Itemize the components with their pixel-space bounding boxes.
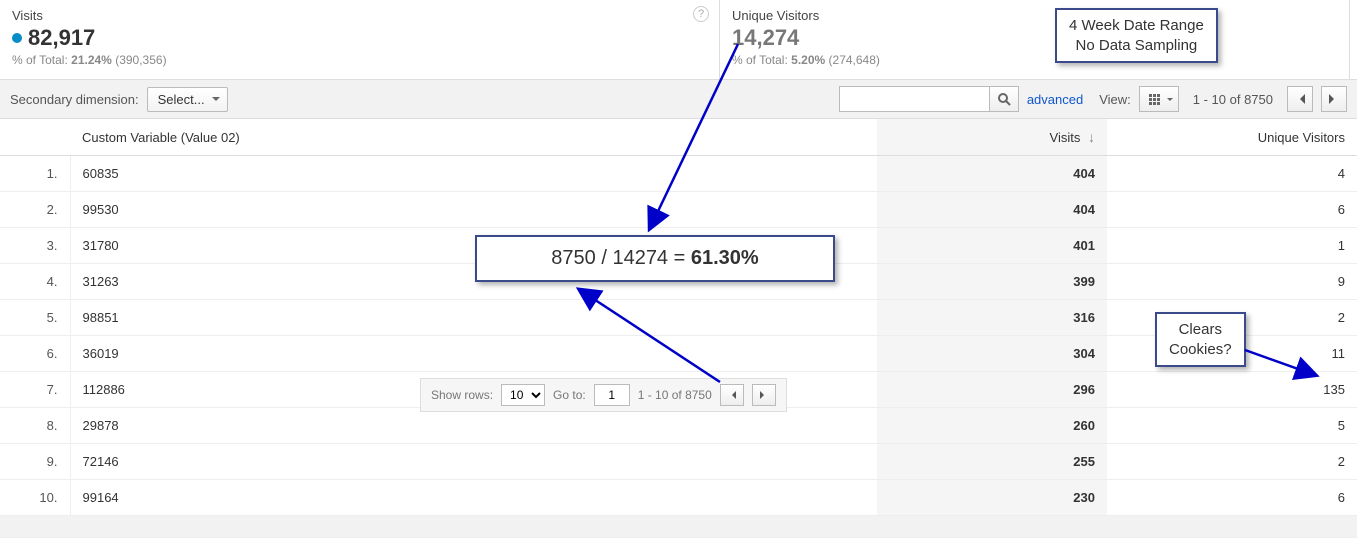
search-input[interactable] (839, 86, 989, 112)
prev-page-button[interactable] (1287, 86, 1313, 112)
bottom-prev-button[interactable] (720, 384, 744, 406)
cell-unique-visitors: 135 (1107, 372, 1357, 408)
summary-unique-visitors: Unique Visitors 14,274 % of Total: 5.20%… (720, 0, 1350, 79)
cell-visits: 316 (877, 300, 1107, 336)
show-rows-label: Show rows: (431, 388, 493, 402)
table-row[interactable]: 8.298782605 (0, 408, 1357, 444)
cookies-callout: Clears Cookies? (1155, 312, 1246, 367)
chevron-right-icon (760, 391, 768, 399)
row-index: 3. (0, 228, 70, 264)
cell-custom-variable: 99530 (70, 192, 877, 228)
col-unique-visitors[interactable]: Unique Visitors (1107, 119, 1357, 156)
cell-custom-variable: 36019 (70, 336, 877, 372)
cell-visits: 401 (877, 228, 1107, 264)
cell-visits: 404 (877, 156, 1107, 192)
cell-custom-variable: 60835 (70, 156, 877, 192)
row-index: 2. (0, 192, 70, 228)
date-range-callout: 4 Week Date Range No Data Sampling (1055, 8, 1218, 63)
table-row[interactable]: 10.991642306 (0, 480, 1357, 516)
visits-subtext: % of Total: 21.24% (390,356) (12, 53, 707, 67)
row-index: 1. (0, 156, 70, 192)
rows-per-page-select[interactable]: 10 (501, 384, 545, 406)
col-index (0, 119, 70, 156)
uv-label: Unique Visitors (732, 8, 1337, 23)
chevron-left-icon (1295, 94, 1305, 104)
secondary-dimension-label: Secondary dimension: (10, 92, 139, 107)
series-dot-icon (12, 33, 22, 43)
search-box (839, 86, 1019, 112)
toolbar: Secondary dimension: Select... advanced … (0, 80, 1357, 119)
row-index: 10. (0, 480, 70, 516)
cell-unique-visitors: 4 (1107, 156, 1357, 192)
toolbar-right: advanced View: 1 - 10 of 8750 (839, 86, 1347, 112)
cell-visits: 296 (877, 372, 1107, 408)
secondary-dimension-select[interactable]: Select... (147, 87, 228, 112)
row-index: 9. (0, 444, 70, 480)
help-icon[interactable]: ? (693, 6, 709, 22)
table-grid-icon (1149, 94, 1160, 105)
table-row[interactable]: 5.988513162 (0, 300, 1357, 336)
cell-visits: 255 (877, 444, 1107, 480)
search-button[interactable] (989, 86, 1019, 112)
visits-value: 82,917 (12, 25, 707, 51)
bottom-range-text: 1 - 10 of 8750 (638, 388, 712, 402)
row-index: 4. (0, 264, 70, 300)
goto-page-input[interactable] (594, 384, 630, 406)
table-row[interactable]: 1.608354044 (0, 156, 1357, 192)
table-row[interactable]: 6.3601930411 (0, 336, 1357, 372)
cell-visits: 230 (877, 480, 1107, 516)
col-visits[interactable]: Visits ↓ (877, 119, 1107, 156)
cell-custom-variable: 29878 (70, 408, 877, 444)
row-index: 5. (0, 300, 70, 336)
advanced-link[interactable]: advanced (1027, 92, 1083, 107)
cell-unique-visitors: 5 (1107, 408, 1357, 444)
table-footer (0, 516, 1357, 538)
next-page-button[interactable] (1321, 86, 1347, 112)
cell-visits: 260 (877, 408, 1107, 444)
table-row[interactable]: 9.721462552 (0, 444, 1357, 480)
cell-unique-visitors: 6 (1107, 192, 1357, 228)
col-custom-variable[interactable]: Custom Variable (Value 02) (70, 119, 877, 156)
visits-number: 82,917 (28, 25, 95, 51)
sort-desc-icon: ↓ (1088, 129, 1095, 145)
goto-label: Go to: (553, 388, 586, 402)
chevron-left-icon (728, 391, 736, 399)
cell-unique-visitors: 9 (1107, 264, 1357, 300)
cell-visits: 404 (877, 192, 1107, 228)
table-row[interactable]: 2.995304046 (0, 192, 1357, 228)
search-icon (997, 92, 1011, 106)
cell-visits: 304 (877, 336, 1107, 372)
uv-subtext: % of Total: 5.20% (274,648) (732, 53, 1337, 67)
cell-custom-variable: 98851 (70, 300, 877, 336)
data-table: Custom Variable (Value 02) Visits ↓ Uniq… (0, 119, 1357, 538)
visits-label: Visits (12, 8, 707, 23)
cell-custom-variable: 72146 (70, 444, 877, 480)
view-mode-button[interactable] (1139, 86, 1179, 112)
uv-value: 14,274 (732, 25, 1337, 51)
cell-custom-variable: 99164 (70, 480, 877, 516)
cell-visits: 399 (877, 264, 1107, 300)
chevron-right-icon (1329, 94, 1339, 104)
row-index: 6. (0, 336, 70, 372)
row-index: 7. (0, 372, 70, 408)
calculation-callout: 8750 / 14274 = 61.30% (475, 235, 835, 282)
row-index: 8. (0, 408, 70, 444)
cell-unique-visitors: 6 (1107, 480, 1357, 516)
range-text: 1 - 10 of 8750 (1193, 92, 1273, 107)
cell-unique-visitors: 1 (1107, 228, 1357, 264)
cell-unique-visitors: 2 (1107, 444, 1357, 480)
summary-visits: Visits 82,917 % of Total: 21.24% (390,35… (0, 0, 720, 79)
bottom-pager: Show rows: 10 Go to: 1 - 10 of 8750 (420, 378, 787, 412)
bottom-next-button[interactable] (752, 384, 776, 406)
view-label: View: (1099, 92, 1131, 107)
